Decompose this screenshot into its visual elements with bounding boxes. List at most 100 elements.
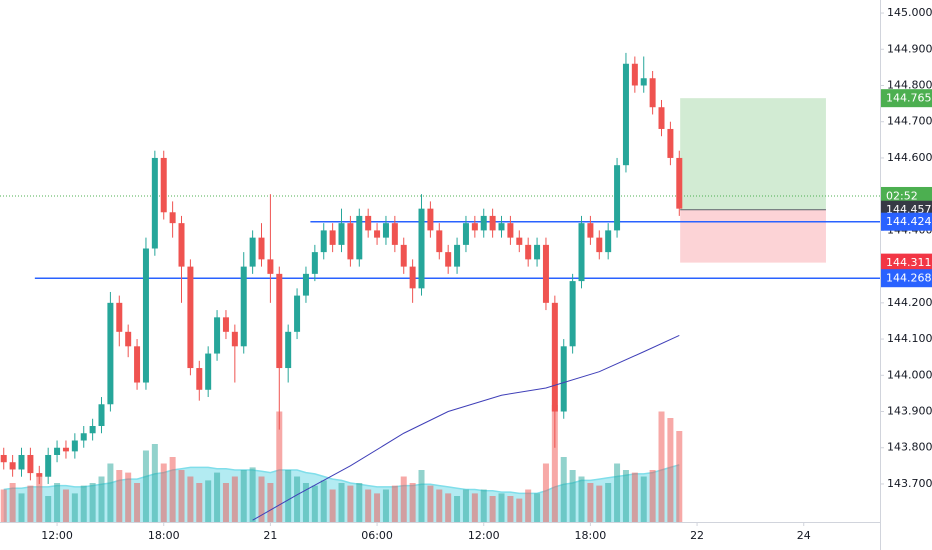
countdown-badge-bg (881, 186, 932, 205)
candle-body (418, 208, 425, 289)
target-badge: 144.765 (886, 92, 932, 105)
volume-bar (374, 493, 381, 522)
volume-bar (427, 485, 434, 522)
candle-body (676, 157, 683, 209)
volume-bar (98, 476, 105, 522)
y-tick-label: 144.800 (887, 78, 932, 91)
candle-body (45, 454, 52, 477)
candle-body (98, 404, 105, 427)
volume-bar (267, 483, 274, 522)
volume-bar (9, 483, 16, 522)
x-tick-label: 18:00 (148, 529, 180, 542)
volume-bar (498, 493, 505, 522)
candle-body (54, 447, 61, 455)
volume-bar (365, 489, 372, 522)
candle-body (267, 259, 274, 274)
candle-body (178, 223, 185, 267)
volume-bar (551, 405, 558, 522)
volume-bar (587, 483, 594, 522)
level-badge-bg (881, 212, 932, 231)
volume-bar (329, 489, 336, 522)
volume-bar (320, 480, 327, 522)
volume-bar (578, 476, 585, 522)
candle-body (214, 317, 221, 354)
candle-body (107, 302, 114, 405)
y-tick-label: 144.200 (887, 296, 932, 309)
time-axis-bg (0, 522, 880, 550)
candle-body (187, 266, 194, 369)
volume-bar (151, 444, 158, 522)
volume-bar (676, 431, 683, 522)
volume-bar (107, 463, 114, 522)
x-tick-label: 18:00 (575, 529, 607, 542)
candle-body (231, 331, 238, 347)
candle-body (409, 266, 416, 289)
candle-body (640, 78, 647, 86)
volume-bar (614, 463, 621, 522)
candle-body (329, 230, 336, 245)
volume-bar (196, 483, 203, 522)
candle-body (489, 215, 496, 231)
volume-bar (276, 411, 283, 522)
volume-bar (294, 476, 301, 522)
volume-bar (240, 470, 247, 522)
candle-body (631, 63, 638, 86)
candle-body (142, 248, 149, 383)
volume-bar (45, 496, 52, 522)
volume-bar (231, 476, 238, 522)
x-tick-label: 12:00 (41, 529, 73, 542)
target-zone (680, 98, 826, 210)
candle-body (134, 346, 141, 383)
candle-body (569, 281, 576, 347)
y-tick-label: 144.900 (887, 42, 932, 55)
candle-body (71, 440, 78, 452)
volume-bar (187, 476, 194, 522)
candle-body (347, 223, 354, 260)
candle-body (658, 107, 665, 129)
candle-body (614, 165, 621, 231)
y-tick-label: 145.000 (887, 6, 932, 19)
volume-bar (445, 493, 452, 522)
candle-body (667, 128, 674, 158)
candle-body (196, 368, 203, 390)
volume-bar (27, 485, 34, 522)
volume-bar (222, 483, 229, 522)
candle-body (400, 244, 407, 267)
volume-bar (436, 489, 443, 522)
volume-bar (258, 476, 265, 522)
volume-bar (658, 411, 665, 522)
x-tick-label: 06:00 (361, 529, 393, 542)
candle-body (471, 223, 478, 231)
volume-bar (605, 483, 612, 522)
candle-body (151, 157, 158, 249)
volume-bar (454, 496, 461, 522)
y-tick-label: 144.000 (887, 368, 932, 381)
candle-body (525, 244, 532, 260)
moving-average (252, 334, 680, 521)
candle-body (560, 346, 567, 412)
volume-bar (534, 493, 541, 522)
candle-body (436, 230, 443, 253)
candle-body (462, 223, 469, 245)
candle-body (258, 237, 265, 260)
volume-bar (142, 450, 149, 522)
volume-bar (347, 485, 354, 522)
candle-body (365, 215, 372, 231)
candle-body (36, 473, 43, 477)
candle-body (125, 331, 132, 347)
y-tick-label: 143.700 (887, 477, 932, 490)
candle-body (507, 223, 514, 238)
candle-body (302, 273, 309, 296)
volume-bar (507, 496, 514, 522)
y-tick-label: 143.900 (887, 405, 932, 418)
volume-bar (0, 489, 7, 522)
volume-bar (649, 470, 656, 522)
volume-bar (622, 470, 629, 522)
x-tick-label: 12:00 (468, 529, 500, 542)
volume-bar (249, 467, 256, 522)
candle-body (80, 433, 87, 441)
volume-bar (71, 493, 78, 522)
candle-body (0, 454, 7, 463)
stop-badge-bg (881, 253, 932, 272)
